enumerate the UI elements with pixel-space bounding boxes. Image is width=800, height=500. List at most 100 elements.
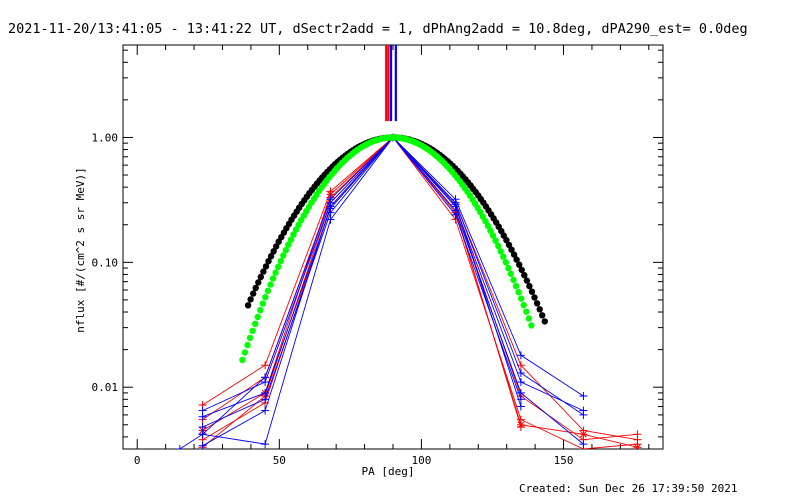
green-fit-point <box>287 236 295 243</box>
green-fit-point <box>510 276 517 284</box>
black-fit-point <box>521 272 528 279</box>
data-point-plus <box>516 402 525 411</box>
series-layer <box>175 45 642 449</box>
green-fit-point <box>497 248 504 255</box>
black-fit-point <box>505 241 513 249</box>
green-fit-point <box>290 231 297 238</box>
black-fit-point <box>510 251 518 258</box>
data-point-plus <box>261 406 270 415</box>
green-fit-point <box>277 257 284 265</box>
black-fit-point <box>539 312 546 319</box>
data-point-plus <box>516 378 525 387</box>
data-point-plus <box>198 441 207 449</box>
green-fit-point <box>507 270 515 278</box>
data-point-plus <box>451 200 460 209</box>
star-d2 <box>580 430 587 438</box>
data-point-plus <box>175 445 184 449</box>
green-fit-point <box>259 300 266 307</box>
black-fit-point <box>528 288 536 295</box>
data-point-plus <box>579 392 588 401</box>
black-fit-point <box>523 277 531 284</box>
data-point-plus <box>326 215 335 224</box>
green-fit-point <box>515 289 522 296</box>
data-point-plus <box>633 440 642 449</box>
green-fit-point <box>244 341 251 349</box>
black-fit-point <box>518 266 525 274</box>
black-fit-point <box>257 273 264 281</box>
black-fit-point <box>533 300 541 307</box>
y-axis-label: nflux [#/(cm^2 s sr MeV)] <box>74 167 87 333</box>
data-point-star <box>326 190 335 199</box>
green-fit-point <box>484 222 492 229</box>
x-tick-label: 150 <box>554 454 574 467</box>
green-fit-point <box>528 322 535 329</box>
green-fit-point <box>275 263 282 270</box>
plot-area <box>175 45 642 449</box>
series-line <box>202 136 638 449</box>
data-point-plus <box>198 423 207 432</box>
green-fit-point <box>489 232 497 239</box>
data-point-plus <box>261 361 270 370</box>
green-fit-point <box>252 320 259 327</box>
green-fit-point <box>292 226 300 233</box>
y-tick-label: 0.10 <box>92 256 119 269</box>
green-fit-point <box>257 307 264 314</box>
y-tick-label: 0.01 <box>92 381 119 394</box>
green-fit-point <box>285 241 292 248</box>
green-fit-point <box>295 221 302 228</box>
green-fit-point <box>269 275 277 282</box>
data-point-plus <box>516 368 525 377</box>
series-line <box>179 136 584 449</box>
black-fit-point <box>250 290 257 297</box>
green-fit-point <box>492 237 499 244</box>
green-fit-point <box>241 349 249 356</box>
data-point-plus <box>451 210 460 219</box>
black-fit-point <box>541 318 548 325</box>
green-fit-point <box>502 259 509 266</box>
black-fit-point <box>260 268 267 275</box>
data-point-plus <box>579 406 588 415</box>
black-fit-point <box>503 237 510 244</box>
star-d2 <box>327 191 334 198</box>
black-fit-point <box>252 284 259 292</box>
data-point-plus <box>326 202 335 211</box>
black-fit-point <box>273 243 280 250</box>
green-fit-point <box>282 246 290 254</box>
green-fit-point <box>239 356 246 364</box>
green-fit-point <box>520 301 527 309</box>
black-fit-point <box>262 263 270 270</box>
black-fit-point <box>513 256 520 263</box>
data-point-plus <box>261 373 270 382</box>
green-fit-point <box>523 308 530 315</box>
x-tick-label: 0 <box>134 454 141 467</box>
green-fit-point <box>249 327 256 334</box>
data-point-plus <box>261 440 270 449</box>
black-fit-point <box>531 294 538 301</box>
x-axis-ticks: 0 50 100 150 <box>134 45 650 467</box>
green-fit-point <box>500 253 507 260</box>
black-fit-point <box>247 296 254 303</box>
black-fit-point <box>508 246 515 253</box>
x-axis-label: PA [deg] <box>362 465 415 478</box>
data-point-star <box>579 430 588 439</box>
x-tick-label: 100 <box>411 454 431 467</box>
black-fit-point <box>255 279 262 286</box>
black-fit-point <box>267 253 275 260</box>
green-fit-point <box>487 227 494 234</box>
y-axis-ticks: 0.01 0.10 1.00 <box>92 49 663 438</box>
green-fit-point <box>482 217 489 225</box>
green-fit-point <box>272 269 279 276</box>
data-point-plus <box>516 423 525 432</box>
green-fit-point <box>246 334 254 342</box>
green-fit-point <box>267 281 274 288</box>
green-fit-point <box>280 252 287 259</box>
data-point-plus <box>516 351 525 360</box>
data-point-plus <box>198 412 207 421</box>
green-fit-point <box>262 294 269 301</box>
series-line <box>202 136 638 448</box>
y-tick-label: 1.00 <box>92 131 119 144</box>
green-fit-point <box>525 315 533 322</box>
green-fit-point <box>495 242 502 250</box>
black-fit-point <box>526 282 533 290</box>
